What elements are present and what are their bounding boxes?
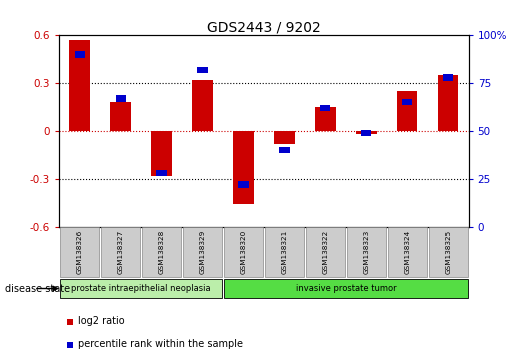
Bar (110, 102, 131, 131)
Bar (397, 91, 418, 131)
Text: GSM138323: GSM138323 (363, 230, 369, 274)
Text: disease state: disease state (5, 284, 70, 293)
FancyBboxPatch shape (60, 279, 222, 298)
Bar (274, 131, 295, 144)
Bar (361, 130, 371, 136)
Bar (233, 131, 254, 204)
Text: GSM138321: GSM138321 (281, 230, 287, 274)
Bar (70, 40, 90, 131)
Text: percentile rank within the sample: percentile rank within the sample (78, 339, 243, 349)
FancyBboxPatch shape (224, 227, 263, 278)
Title: GDS2443 / 9202: GDS2443 / 9202 (207, 20, 321, 34)
Text: GSM138329: GSM138329 (199, 230, 205, 274)
Bar (151, 131, 172, 176)
Text: GSM138325: GSM138325 (445, 230, 451, 274)
Text: GSM138322: GSM138322 (322, 230, 329, 274)
Bar (157, 170, 167, 176)
Text: prostate intraepithelial neoplasia: prostate intraepithelial neoplasia (71, 284, 211, 293)
Text: GSM138328: GSM138328 (159, 230, 165, 274)
FancyBboxPatch shape (60, 227, 99, 278)
Text: invasive prostate tumor: invasive prostate tumor (296, 284, 396, 293)
Bar (320, 105, 331, 111)
Bar (438, 75, 458, 131)
FancyBboxPatch shape (101, 227, 140, 278)
Bar (443, 74, 453, 81)
FancyBboxPatch shape (428, 227, 468, 278)
Text: GSM138326: GSM138326 (77, 230, 83, 274)
Bar (192, 80, 213, 131)
Text: GSM138324: GSM138324 (404, 230, 410, 274)
Bar (315, 107, 336, 131)
FancyBboxPatch shape (388, 227, 427, 278)
Bar (238, 181, 249, 188)
Text: GSM138320: GSM138320 (241, 230, 247, 274)
Text: log2 ratio: log2 ratio (78, 316, 125, 326)
FancyBboxPatch shape (347, 227, 386, 278)
FancyBboxPatch shape (142, 227, 181, 278)
FancyBboxPatch shape (183, 227, 222, 278)
Bar (197, 67, 208, 73)
Text: GSM138327: GSM138327 (117, 230, 124, 274)
FancyBboxPatch shape (224, 279, 468, 298)
Bar (402, 99, 413, 105)
FancyBboxPatch shape (306, 227, 345, 278)
FancyBboxPatch shape (265, 227, 304, 278)
Bar (115, 95, 126, 102)
Bar (75, 51, 85, 58)
Bar (356, 131, 376, 134)
Bar (279, 147, 289, 153)
